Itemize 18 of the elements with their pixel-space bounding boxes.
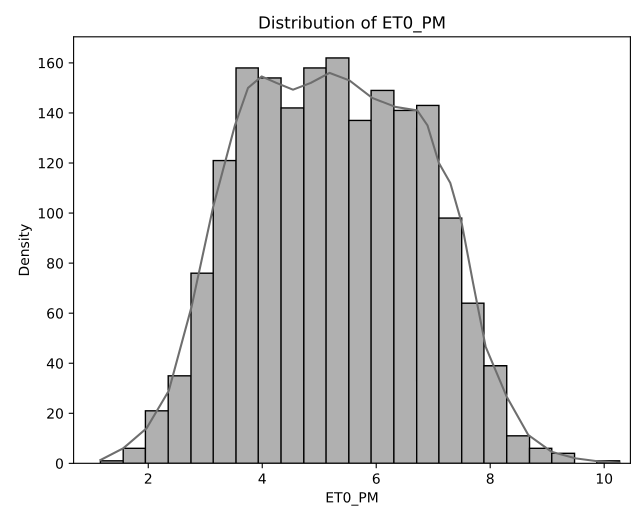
y-tick-label: 80 [47,258,63,269]
y-tick-label: 20 [47,408,63,419]
x-tick-label: 8 [486,473,494,484]
x-tick-label: 2 [144,473,152,484]
y-tick-label: 60 [47,308,63,319]
y-tick-label: 0 [56,458,63,469]
x-tick-label: 4 [258,474,266,484]
line-series [99,72,621,464]
x-axis-title: ET0_PM [326,492,378,506]
y-tick-label: 160 [38,58,63,68]
y-axis-title: Density [18,224,32,276]
x-tick-label: 10 [596,473,612,484]
y-tick-label: 120 [38,158,63,168]
y-tick-label: 40 [46,358,63,369]
y-tick-label: 140 [38,108,63,118]
chart-title: Distribution of ET0_PM [260,16,444,32]
y-tick-label: 100 [38,208,63,219]
x-tick-label: 6 [372,473,380,484]
